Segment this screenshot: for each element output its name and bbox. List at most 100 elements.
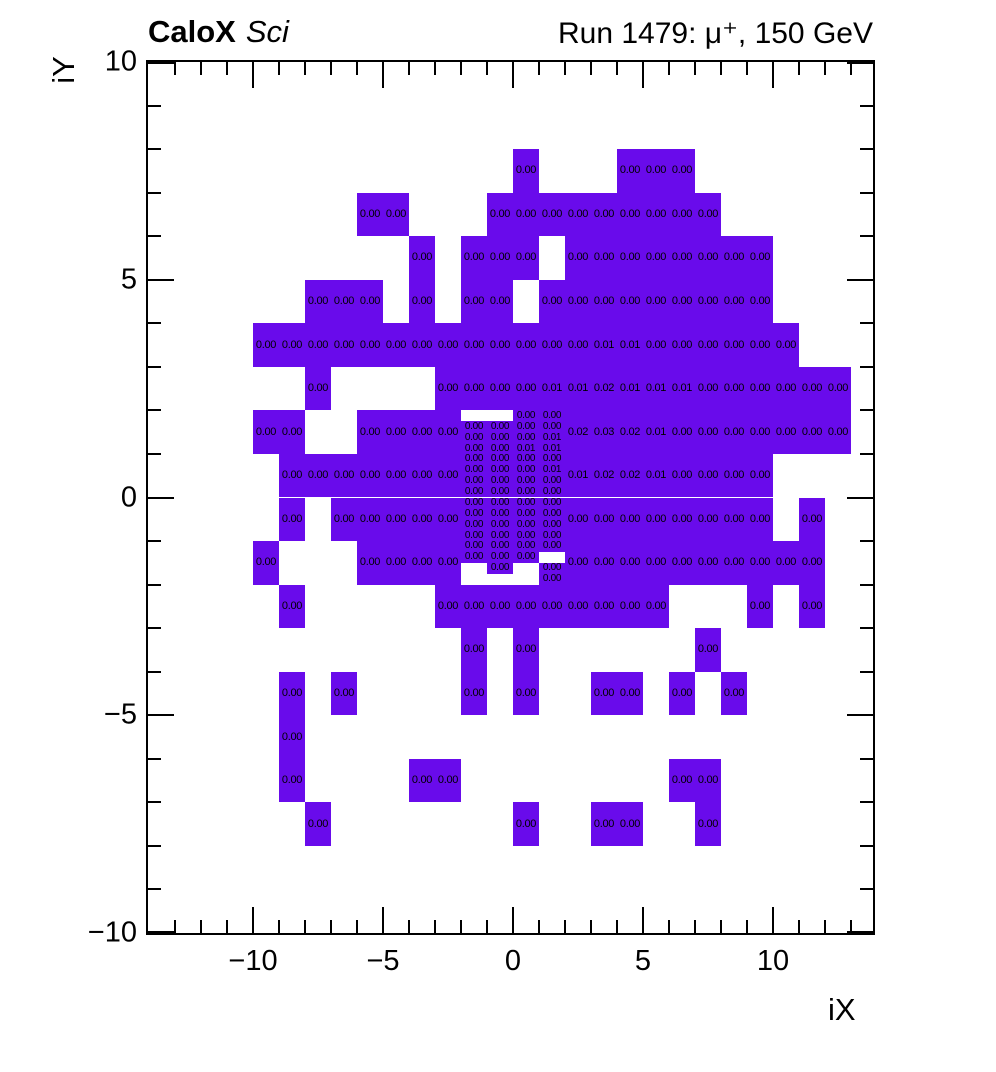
heatmap-cell: 0.00: [279, 323, 305, 367]
heatmap-cell: 0.00: [695, 236, 721, 280]
heatmap-cell: 0.00: [669, 671, 695, 716]
x-axis-title: iX: [828, 992, 856, 1027]
y-tick-label: −5: [103, 698, 137, 731]
axis-tick: [252, 62, 254, 88]
heatmap-cell: 0.00: [539, 279, 565, 324]
heatmap-cell-fine: 0.01: [539, 443, 565, 454]
heatmap-cell: 0.00: [669, 149, 695, 193]
axis-tick: [382, 907, 384, 933]
heatmap-cell: 0.01: [643, 366, 669, 411]
heatmap-cell: 0.00: [695, 453, 721, 498]
y-tick-label: 5: [120, 263, 137, 296]
axis-tick: [382, 62, 384, 88]
axis-tick: [148, 104, 161, 107]
heatmap-cell: 0.00: [539, 323, 565, 367]
axis-tick: [668, 62, 670, 75]
heatmap-cell: 0.00: [643, 236, 669, 280]
heatmap-cell: 0.01: [643, 410, 669, 454]
axis-tick: [772, 62, 774, 88]
heatmap-cell-fine: 0.00: [513, 410, 539, 422]
heatmap-cell: 0.00: [487, 584, 513, 629]
heatmap-cell-fine: 0.00: [487, 454, 513, 465]
axis-tick: [148, 670, 161, 673]
heatmap-cell: 0.00: [799, 584, 825, 629]
axis-tick: [860, 235, 873, 238]
heatmap-cell: 0.00: [331, 453, 357, 498]
plot-area: 0.00 0.00 0.00 0.00 0.00 0.00 0.00 0.00 0.00 0.00…: [148, 62, 873, 933]
axis-tick: [720, 920, 722, 933]
heatmap-cell: 0.00: [695, 802, 721, 846]
heatmap-cell: 0.00: [565, 192, 591, 237]
heatmap-cell: 0.00: [279, 715, 305, 759]
heatmap-cell: 0.00: [747, 584, 773, 629]
heatmap-cell: 0.00: [721, 323, 747, 367]
heatmap-cell: 0.01: [565, 453, 591, 498]
heatmap-cell: 0.00: [617, 279, 643, 324]
heatmap-cell: 0.00: [409, 323, 435, 367]
heatmap-cell-fine: 0.00: [461, 432, 487, 444]
heatmap-cell: 0.00: [669, 497, 695, 542]
heatmap-cell-fine: 0.00: [461, 497, 487, 509]
heatmap-cell: 0.00: [669, 758, 695, 803]
heatmap-cell-fine: 0.00: [513, 421, 539, 433]
heatmap-cell: 0.00: [331, 279, 357, 324]
heatmap-cell-fine: 0.00: [487, 465, 513, 476]
heatmap-cell-fine: 0.00: [539, 574, 565, 585]
heatmap-cell: 0.00: [695, 192, 721, 237]
heatmap-cell: 0.00: [331, 323, 357, 367]
heatmap-cell: 0.00: [695, 366, 721, 411]
heatmap-cell-fine: 0.00: [513, 476, 539, 487]
axis-tick: [564, 920, 566, 933]
axis-tick: [148, 191, 161, 194]
heatmap-cell: 0.01: [591, 323, 617, 367]
x-tick-label: −10: [228, 945, 278, 977]
axis-tick: [860, 452, 873, 455]
heatmap-cell: 0.00: [513, 584, 539, 629]
heatmap-cell: 0.00: [747, 453, 773, 498]
heatmap-cell-fine: 0.00: [487, 552, 513, 563]
heatmap-cell: 0.00: [435, 584, 461, 629]
axis-tick: [148, 757, 161, 760]
heatmap-cell: 0.00: [331, 671, 357, 716]
heatmap-cell: 0.00: [747, 323, 773, 367]
heatmap-cell: 0.00: [487, 192, 513, 237]
axis-tick: [860, 104, 873, 107]
axis-tick: [642, 62, 644, 88]
heatmap-cell: 0.00: [669, 279, 695, 324]
heatmap-cell: 0.00: [643, 192, 669, 237]
axis-tick: [460, 62, 462, 75]
heatmap-cell: 0.00: [591, 236, 617, 280]
heatmap-cell: 0.00: [383, 192, 409, 237]
heatmap-cell: 0.00: [721, 453, 747, 498]
axis-tick: [850, 62, 852, 75]
axis-tick: [860, 322, 873, 325]
heatmap-cell: 0.00: [357, 279, 383, 324]
heatmap-cell: 0.00: [773, 541, 799, 585]
heatmap-cell-fine: 0.00: [487, 487, 513, 498]
heatmap-cell: 0.00: [643, 323, 669, 367]
heatmap-cell: 0.00: [617, 497, 643, 542]
axis-tick: [304, 920, 306, 933]
axis-tick: [860, 540, 873, 543]
axis-tick: [860, 757, 873, 760]
heatmap-cell-fine: 0.00: [461, 476, 487, 487]
heatmap-cell: 0.00: [617, 802, 643, 846]
axis-tick: [460, 920, 462, 933]
heatmap-cell: 0.00: [383, 453, 409, 498]
heatmap-cell: 0.00: [435, 497, 461, 542]
run-title: Run 1479: μ⁺, 150 GeV: [558, 17, 873, 50]
x-tick-label: −5: [366, 945, 400, 977]
heatmap-cell: 0.00: [435, 323, 461, 367]
heatmap-cell: 0.01: [617, 323, 643, 367]
axis-tick: [746, 920, 748, 933]
heatmap-cell-fine: 0.00: [461, 541, 487, 552]
heatmap-cell: 0.00: [721, 497, 747, 542]
heatmap-cell: 0.01: [539, 366, 565, 411]
axis-tick: [486, 62, 488, 75]
heatmap-cell: 0.00: [565, 541, 591, 585]
axis-tick: [252, 907, 254, 933]
heatmap-cell-fine: 0.00: [461, 465, 487, 476]
axis-tick: [148, 583, 161, 586]
axis-tick: [408, 920, 410, 933]
heatmap-cell: 0.00: [513, 628, 539, 672]
